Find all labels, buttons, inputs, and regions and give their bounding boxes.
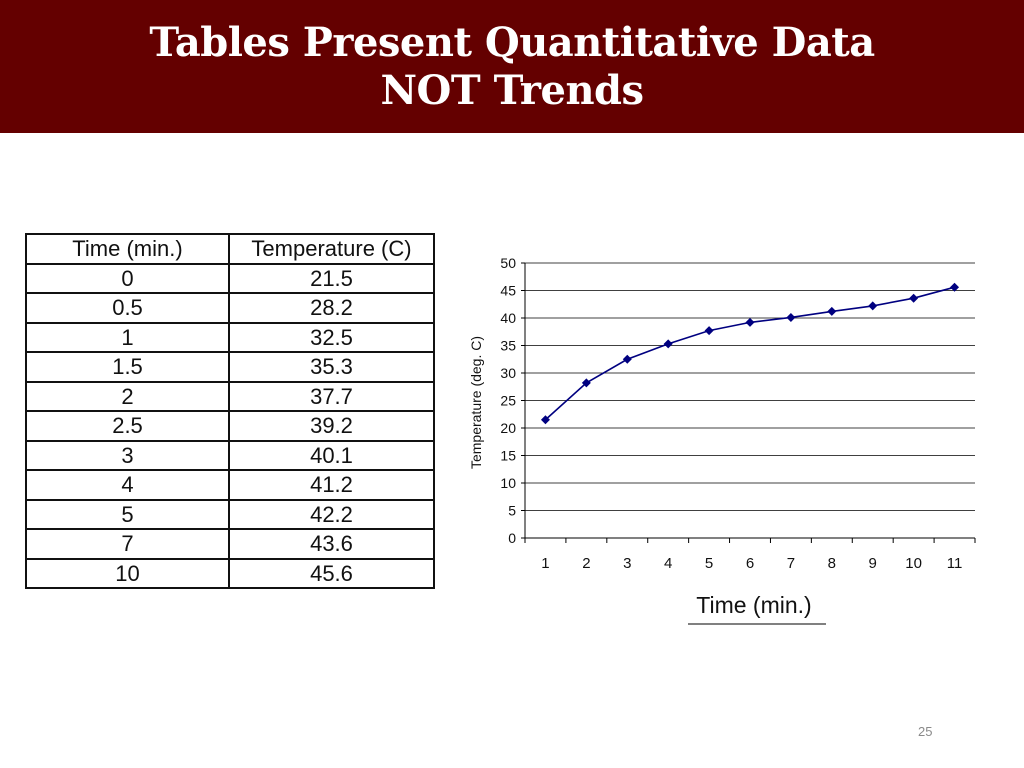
y-tick-label: 30	[500, 365, 516, 381]
x-tick-label: 4	[664, 555, 672, 572]
data-point	[950, 282, 960, 292]
series-line	[544, 286, 955, 421]
table-cell-temperature: 28.2	[228, 292, 435, 324]
table-row: 1 32.5	[25, 321, 435, 353]
table-cell-temperature: 32.5	[228, 321, 435, 353]
data-point	[827, 306, 837, 316]
x-tick-label: 2	[582, 555, 590, 572]
x-tick-label: 9	[869, 555, 877, 572]
table-header-temperature: Temperature (C)	[228, 233, 435, 265]
table-cell-temperature: 45.6	[228, 557, 435, 589]
table-row: 4 41.2	[25, 469, 435, 501]
table-cell-time: 1.5	[25, 351, 230, 383]
slide-title-line-2: NOT Trends	[380, 66, 644, 114]
y-tick-label: 5	[508, 503, 516, 519]
x-tick-label: 8	[828, 555, 836, 572]
table-cell-time: 4	[25, 469, 230, 501]
data-table: Time (min.) Temperature (C) 0 21.5 0.5 28.2…	[25, 233, 435, 589]
table-body: 0 21.5 0.5 28.2 1 32.5 1.5 35.3 2 37.7 2.5 39.2 3 40.…	[25, 262, 435, 589]
table-row: 1.5 35.3	[25, 351, 435, 383]
table-row: 2 37.7	[25, 380, 435, 412]
y-tick-label: 15	[500, 448, 516, 464]
table-row: 0 21.5	[25, 262, 435, 294]
data-point	[704, 326, 714, 336]
table-cell-temperature: 40.1	[228, 439, 435, 471]
table-cell-temperature: 39.2	[228, 410, 435, 442]
table-header-row: Time (min.) Temperature (C)	[25, 233, 435, 265]
y-tick-label: 0	[508, 530, 516, 546]
data-point	[786, 312, 796, 322]
table-row: 0.5 28.2	[25, 292, 435, 324]
y-tick-label: 10	[500, 475, 516, 491]
table-row: 2.5 39.2	[25, 410, 435, 442]
data-point	[745, 317, 755, 327]
table-cell-time: 1	[25, 321, 230, 353]
table-cell-time: 0	[25, 262, 230, 294]
table-cell-time: 0.5	[25, 292, 230, 324]
table-row: 10 45.6	[25, 557, 435, 589]
table-cell-time: 2	[25, 380, 230, 412]
table-cell-temperature: 43.6	[228, 528, 435, 560]
y-axis-label: Temperature (deg. C)	[468, 336, 484, 469]
data-point	[622, 354, 632, 364]
chart-container: 0 5 10 15 20 25 30 35 40 45 50 1 2 3 4 5 6 7 8 9 10 11 Tempera…	[460, 250, 990, 640]
x-tick-label: 5	[705, 555, 713, 572]
data-point	[581, 378, 591, 388]
table-row: 3 40.1	[25, 439, 435, 471]
table-row: 7 43.6	[25, 528, 435, 560]
y-tick-label: 25	[500, 393, 516, 409]
y-tick-label: 40	[500, 310, 516, 326]
x-tick-label: 1	[541, 555, 549, 572]
x-tick-label: 7	[787, 555, 795, 572]
table-cell-temperature: 21.5	[228, 262, 435, 294]
table-row: 5 42.2	[25, 498, 435, 530]
data-point	[663, 339, 673, 349]
y-tick-label: 45	[500, 283, 516, 299]
x-tick-label: 11	[947, 555, 963, 572]
x-tick-label: 10	[905, 555, 922, 572]
x-tick-label: 3	[623, 555, 631, 572]
table-cell-temperature: 42.2	[228, 498, 435, 530]
table-cell-time: 3	[25, 439, 230, 471]
table-header-time: Time (min.)	[25, 233, 230, 265]
table-cell-time: 7	[25, 528, 230, 560]
x-axis-label: Time (min.)	[696, 592, 811, 618]
table-cell-temperature: 41.2	[228, 469, 435, 501]
y-tick-label: 50	[500, 255, 516, 271]
data-point	[540, 415, 550, 425]
table-cell-time: 2.5	[25, 410, 230, 442]
table-cell-temperature: 37.7	[228, 380, 435, 412]
table-cell-time: 5	[25, 498, 230, 530]
data-point	[909, 293, 919, 303]
y-tick-label: 20	[500, 420, 516, 436]
y-tick-label: 35	[500, 338, 516, 354]
table-cell-time: 10	[25, 557, 230, 589]
slide-title-line-1: Tables Present Quantitative Data	[149, 18, 875, 66]
x-tick-label: 6	[746, 555, 754, 572]
page-number: 25	[918, 724, 933, 739]
title-bar: Tables Present Quantitative Data NOT Tre…	[0, 0, 1024, 133]
table-cell-temperature: 35.3	[228, 351, 435, 383]
data-point	[868, 301, 878, 311]
